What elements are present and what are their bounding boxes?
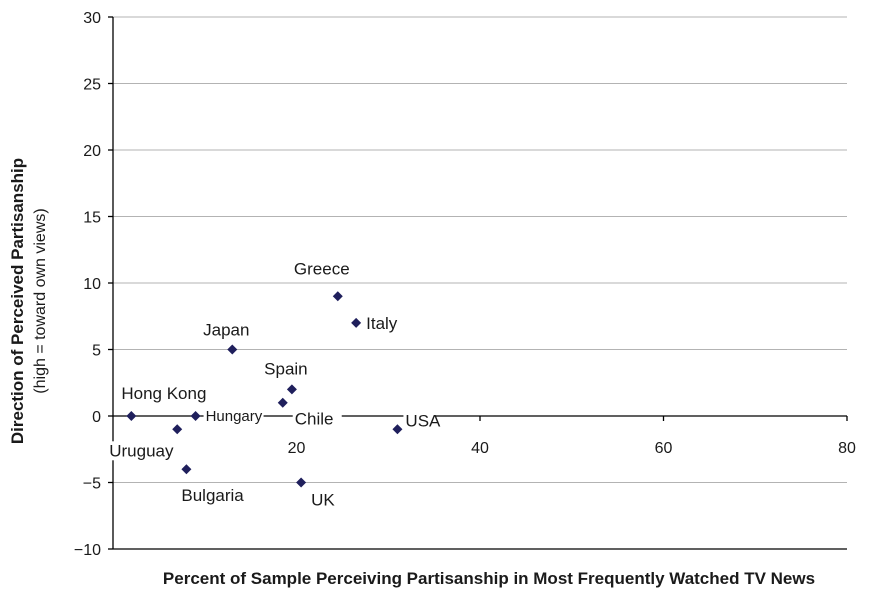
y-axis-subtitle: (high = toward own views): [32, 208, 49, 393]
y-tick-label: 10: [83, 276, 101, 293]
point-label: Greece: [294, 259, 350, 278]
point-label: UK: [311, 491, 335, 510]
point-label: Hong Kong: [121, 384, 206, 403]
y-tick-label: 20: [83, 143, 101, 160]
data-point-marker: [332, 291, 343, 302]
x-tick-label: 60: [655, 440, 673, 457]
point-label-bg: [292, 409, 342, 429]
point-labels: Greece Italy Japan Spain Chile Hong KongHunga…: [107, 259, 441, 510]
x-axis-title: Percent of Sample Perceiving Partisanshi…: [163, 569, 815, 588]
y-tick-labels: −10 −5 0 5 10 15 20 25 30: [74, 10, 101, 559]
data-point-marker: [190, 411, 201, 421]
point-label-bg: [261, 359, 311, 379]
data-point-marker: [277, 397, 288, 408]
point-label-bg: [201, 320, 251, 340]
point-label: USA: [405, 411, 441, 430]
data-points: [126, 291, 403, 488]
point-label: Uruguay: [109, 441, 174, 460]
x-tick-label: 80: [838, 440, 856, 457]
point-label-bg: [107, 441, 175, 461]
x-tick-labels: 20 40 60 80: [288, 440, 856, 457]
point-label: Bulgaria: [181, 486, 244, 505]
y-tick-label: 30: [83, 10, 101, 27]
x-tick-label: 40: [471, 440, 489, 457]
data-point-marker: [392, 424, 403, 435]
y-tick-label: 0: [92, 409, 101, 426]
point-label-bg: [119, 384, 205, 403]
point-label-bg: [364, 313, 414, 333]
y-axis-title: Direction of Perceived Partisanship: [8, 158, 27, 444]
data-point-marker: [227, 344, 238, 355]
data-point-marker: [296, 477, 307, 488]
y-tick-label: 15: [83, 210, 101, 227]
data-point-marker: [351, 317, 362, 328]
point-label: Spain: [264, 359, 307, 378]
point-label-bg: [203, 406, 264, 425]
point-label: Hungary: [206, 408, 263, 425]
data-point-marker: [172, 424, 183, 435]
data-point-marker: [286, 384, 297, 395]
point-label: Italy: [366, 314, 398, 333]
point-label-bg: [179, 486, 256, 506]
y-tick-label: −5: [83, 476, 101, 493]
data-point-marker: [181, 464, 192, 475]
point-label-bg: [403, 411, 435, 431]
x-tick-label: 20: [288, 440, 306, 457]
y-tick-label: 5: [92, 343, 101, 360]
data-point-marker: [126, 411, 137, 421]
point-label: Japan: [203, 321, 249, 340]
point-label: Chile: [295, 410, 334, 429]
y-tick-label: 25: [83, 77, 101, 94]
y-tick-label: −10: [74, 542, 101, 559]
point-label-bg: [309, 490, 332, 510]
point-label-bg: [292, 259, 351, 279]
